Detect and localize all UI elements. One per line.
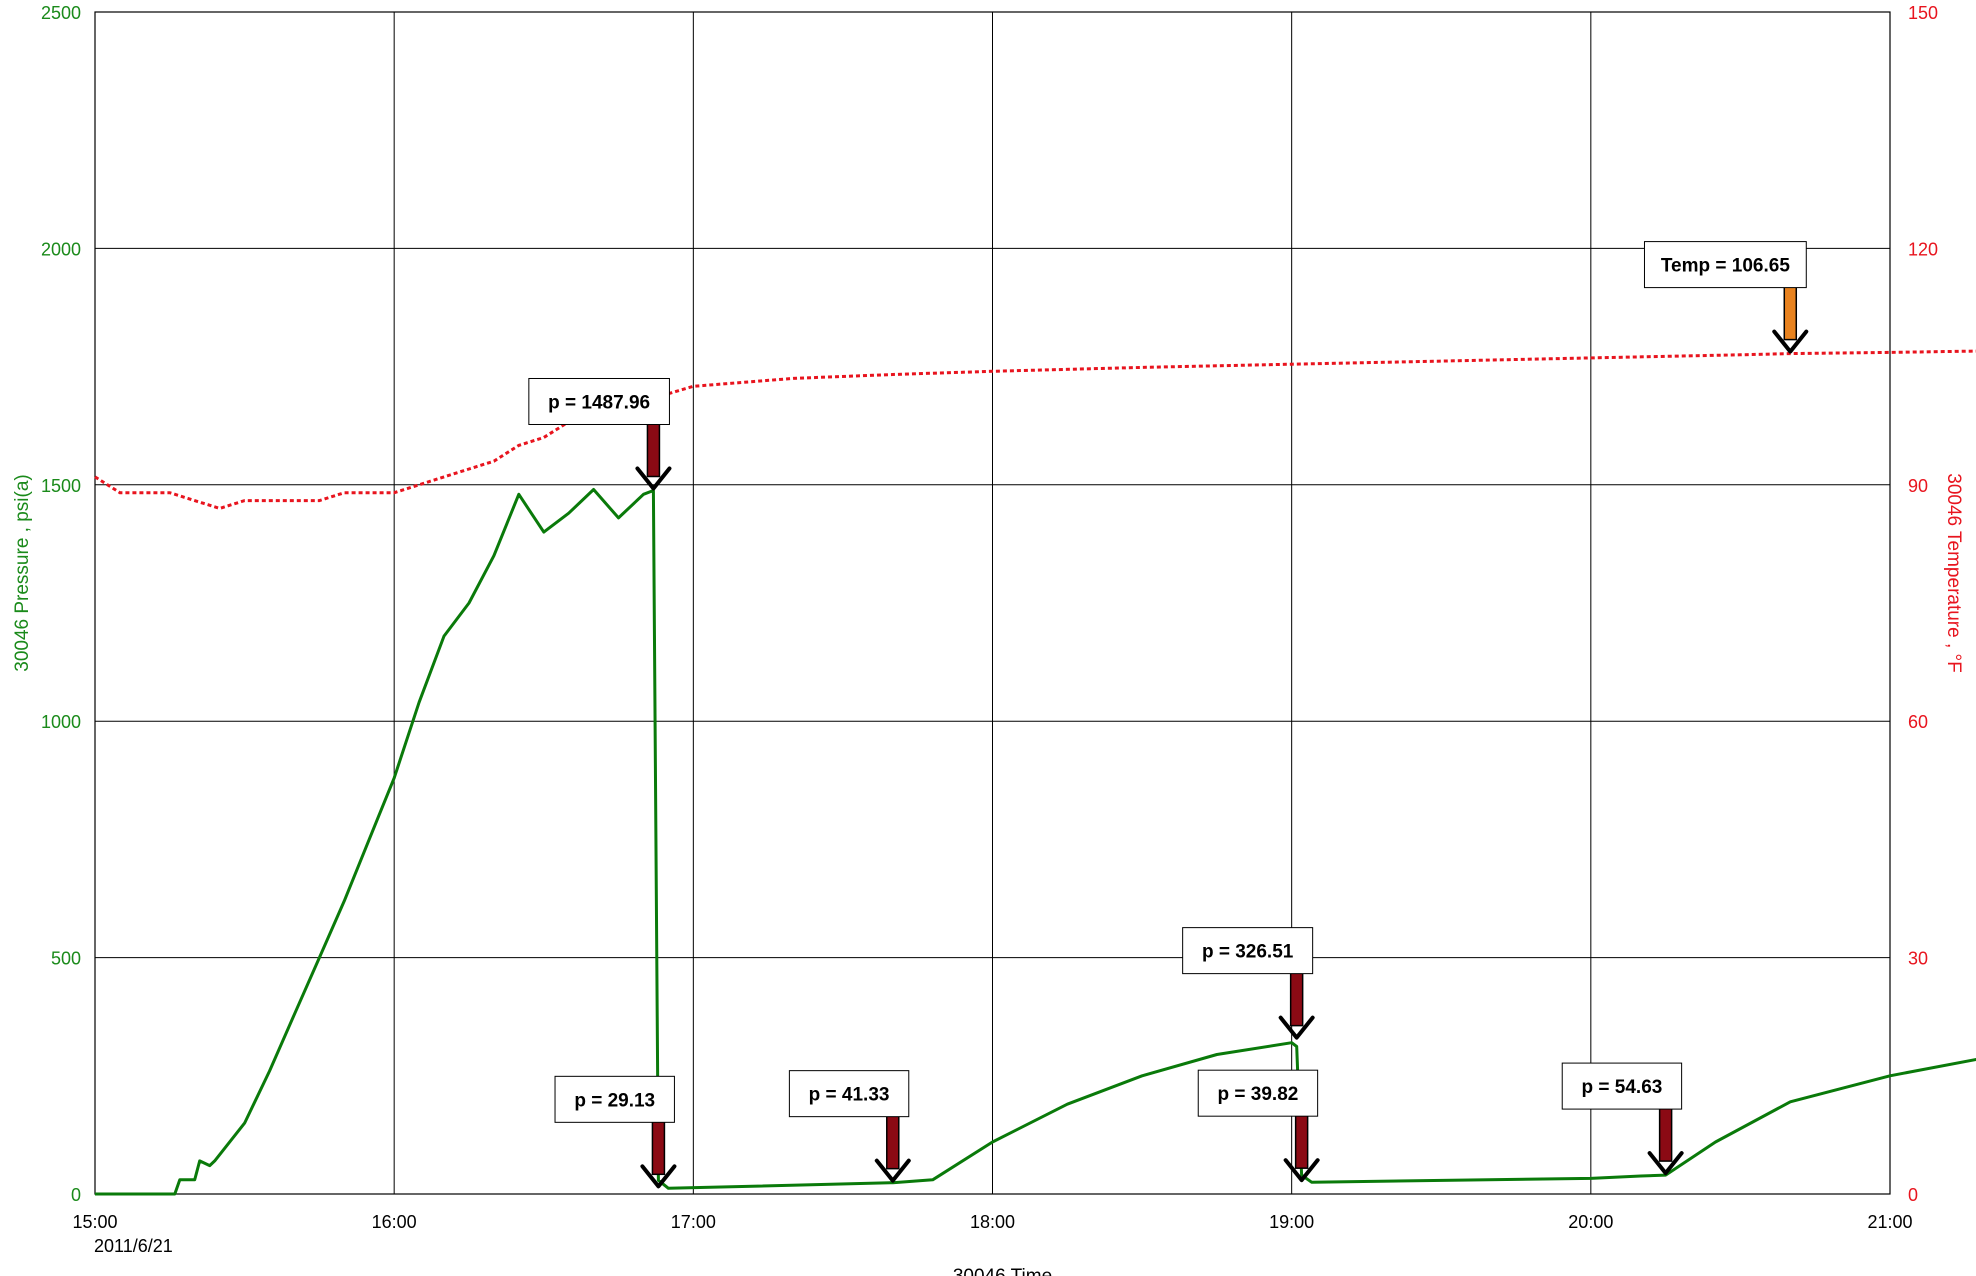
annotation: p = 41.33 — [788, 1070, 911, 1183]
x-axis-title: 30046 Time — [953, 1266, 1052, 1276]
annotation-arrow-shaft — [1294, 1111, 1309, 1169]
grid — [94, 11, 1891, 1195]
x-tick-label: 16:00 — [372, 1212, 417, 1232]
y-left-axis-title: 30046 Pressure , psi(a) — [12, 474, 33, 672]
x-tick-label: 15:00 — [72, 1212, 117, 1232]
y-right-tick-label: 60 — [1908, 712, 1928, 732]
annotation-arrowhead — [1772, 329, 1809, 354]
annotation-arrow-shaft — [1783, 282, 1798, 341]
annotation: p = 39.82 — [1197, 1069, 1320, 1183]
y-right-tick-label: 120 — [1908, 239, 1938, 259]
annotation-arrowhead — [1283, 1158, 1320, 1183]
annotation-arrow-shaft — [1289, 968, 1304, 1027]
y-left-tick-label: 0 — [71, 1185, 81, 1205]
annotation-label: p = 39.82 — [1218, 1084, 1299, 1105]
annotation-arrow-shaft — [886, 1111, 900, 1170]
x-tick-label: 21:00 — [1867, 1212, 1912, 1232]
annotation-box — [1197, 1069, 1319, 1117]
annotation-arrow-shaft — [1658, 1104, 1673, 1162]
temperature-series-line — [94, 349, 1976, 510]
annotation-box — [1182, 927, 1314, 975]
annotation-arrowhead — [635, 466, 672, 491]
y-left-tick-label: 2000 — [41, 239, 81, 259]
y-right-tick-label: 30 — [1908, 949, 1928, 969]
annotation-label: p = 41.33 — [809, 1085, 890, 1106]
annotation-label: p = 54.63 — [1582, 1077, 1663, 1098]
annotation-label: p = 1487.96 — [548, 392, 650, 413]
annotation: p = 1487.96 — [528, 377, 672, 491]
annotation-box — [1561, 1062, 1683, 1110]
annotation-label: p = 29.13 — [574, 1090, 655, 1111]
y-left-tick-label: 500 — [51, 949, 81, 969]
annotation-arrow-shaft — [651, 1117, 666, 1176]
annotation: p = 54.63 — [1561, 1062, 1684, 1176]
y-right-tick-label: 90 — [1908, 476, 1928, 496]
y-right-tick-label: 0 — [1908, 1185, 1918, 1205]
y-right-tick-label: 150 — [1908, 3, 1938, 23]
series-layer — [94, 349, 1976, 1196]
axis-layer: 15:00 16:00 17:00 18:00 19:00 20:00 21:00 0 500 1… — [12, 3, 1964, 1276]
annotation-layer: p = 1487.96 p = 29.13 p = 41.33 p = 326.51 p… — [528, 241, 1809, 1189]
annotation-box — [1643, 241, 1807, 289]
annotation-label: Temp = 106.65 — [1661, 256, 1790, 277]
x-tick-label: 17:00 — [671, 1212, 716, 1232]
annotation-box — [788, 1070, 910, 1118]
plot-border — [94, 11, 1891, 1195]
annotation-arrowhead — [640, 1164, 677, 1189]
annotation-arrowhead — [874, 1158, 911, 1183]
x-tick-label: 19:00 — [1269, 1212, 1314, 1232]
annotation-arrowhead — [1647, 1151, 1684, 1176]
pressure-series-line — [95, 488, 1976, 1196]
annotation-box — [528, 377, 670, 425]
annotation-arrow-shaft — [646, 419, 661, 478]
y-left-tick-label: 1000 — [41, 712, 81, 732]
y-left-tick-label: 2500 — [41, 3, 81, 23]
annotation: Temp = 106.65 — [1643, 241, 1809, 354]
y-left-tick-label: 1500 — [41, 476, 81, 496]
annotation-box — [554, 1075, 675, 1123]
annotation: p = 29.13 — [554, 1075, 677, 1189]
x-tick-label: 18:00 — [970, 1212, 1015, 1232]
y-right-axis-title: 30046 Temperature , °F — [1943, 473, 1964, 672]
annotation-label: p = 326.51 — [1202, 942, 1294, 963]
annotation: p = 326.51 — [1182, 927, 1315, 1040]
x-date-label: 2011/6/21 — [94, 1236, 173, 1256]
annotation-arrowhead — [1278, 1015, 1315, 1040]
x-tick-label: 20:00 — [1568, 1212, 1613, 1232]
